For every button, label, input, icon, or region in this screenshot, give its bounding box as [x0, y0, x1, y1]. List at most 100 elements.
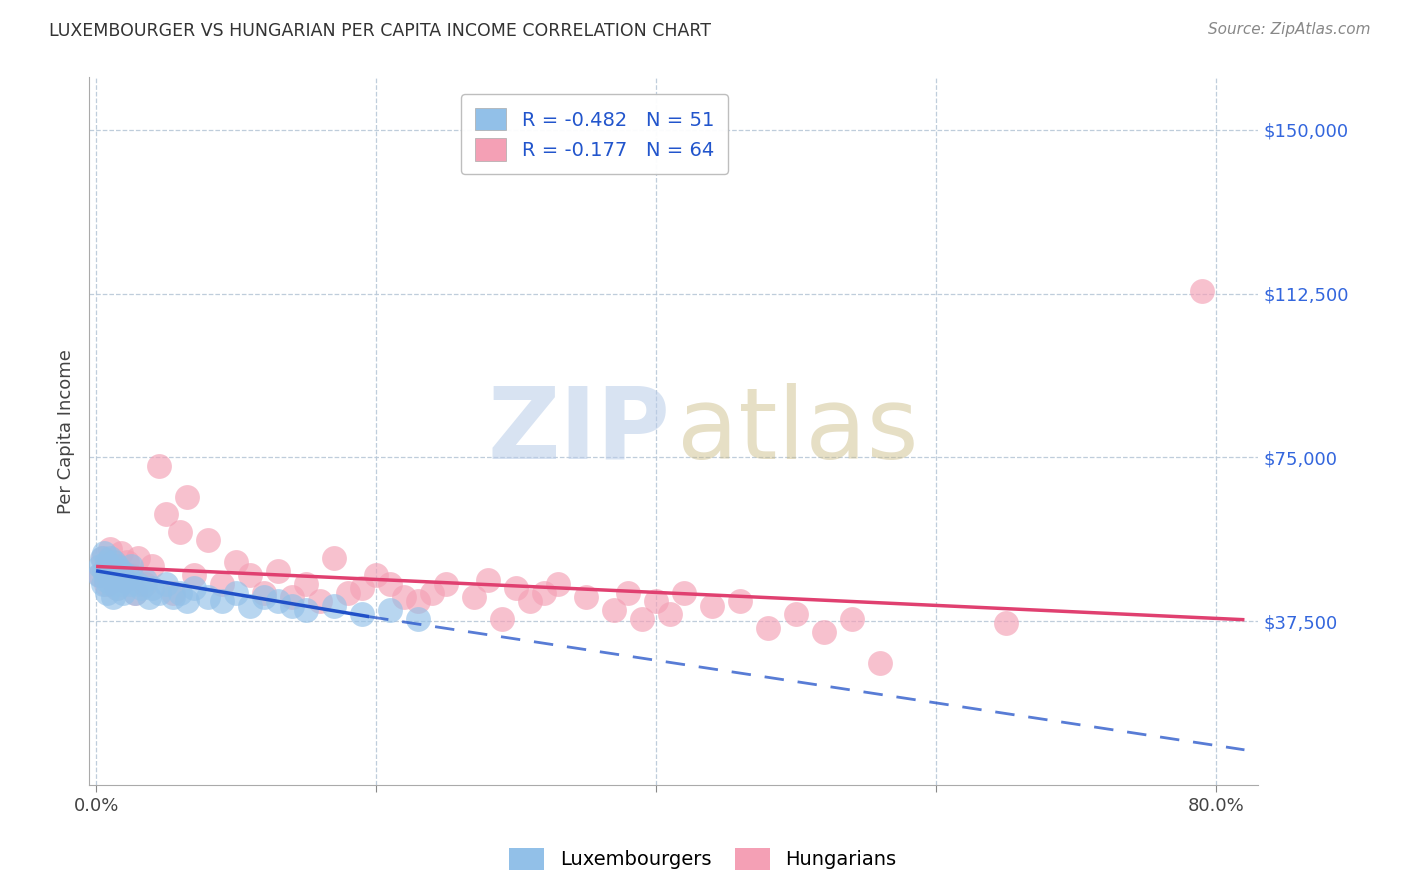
Point: [309, 594, 332, 608]
Point: [162, 590, 184, 604]
Point: [197, 590, 219, 604]
Point: [110, 546, 132, 560]
Point: [115, 568, 138, 582]
Point: [101, 573, 124, 587]
Point: [420, 585, 443, 599]
Point: [702, 599, 724, 613]
Point: [120, 568, 142, 582]
Point: [105, 582, 128, 596]
Point: [547, 577, 569, 591]
Point: [463, 590, 485, 604]
Point: [659, 607, 682, 622]
Point: [730, 594, 752, 608]
Point: [141, 559, 163, 574]
Point: [197, 533, 219, 548]
Text: LUXEMBOURGER VS HUNGARIAN PER CAPITA INCOME CORRELATION CHART: LUXEMBOURGER VS HUNGARIAN PER CAPITA INC…: [49, 22, 711, 40]
Point: [434, 577, 457, 591]
Point: [98, 550, 121, 565]
Point: [124, 585, 146, 599]
Point: [392, 590, 415, 604]
Point: [112, 573, 135, 587]
Point: [93, 546, 115, 560]
Point: [380, 603, 402, 617]
Point: [120, 559, 142, 574]
Point: [295, 603, 318, 617]
Point: [129, 582, 152, 596]
Point: [183, 568, 205, 582]
Point: [281, 590, 304, 604]
Point: [169, 585, 191, 599]
Point: [127, 577, 149, 591]
Point: [323, 550, 346, 565]
Point: [995, 616, 1018, 631]
Point: [785, 607, 807, 622]
Y-axis label: Per Capita Income: Per Capita Income: [58, 349, 75, 514]
Point: [105, 582, 128, 596]
Point: [477, 573, 499, 587]
Point: [323, 599, 346, 613]
Point: [94, 577, 117, 591]
Legend: R = -0.482   N = 51, R = -0.177   N = 64: R = -0.482 N = 51, R = -0.177 N = 64: [461, 95, 727, 174]
Text: atlas: atlas: [678, 383, 920, 480]
Point: [352, 607, 374, 622]
Point: [673, 585, 696, 599]
Point: [519, 594, 541, 608]
Point: [176, 490, 198, 504]
Point: [239, 599, 262, 613]
Point: [96, 585, 118, 599]
Point: [104, 573, 127, 587]
Point: [631, 612, 654, 626]
Point: [406, 594, 429, 608]
Point: [110, 564, 132, 578]
Point: [352, 582, 374, 596]
Point: [134, 577, 156, 591]
Point: [253, 590, 276, 604]
Point: [138, 590, 160, 604]
Point: [94, 573, 117, 587]
Point: [869, 656, 891, 670]
Point: [89, 559, 111, 574]
Point: [176, 594, 198, 608]
Point: [756, 621, 779, 635]
Point: [169, 524, 191, 539]
Point: [111, 585, 134, 599]
Point: [603, 603, 626, 617]
Point: [211, 577, 233, 591]
Legend: Luxembourgers, Hungarians: Luxembourgers, Hungarians: [502, 839, 904, 878]
Point: [105, 559, 128, 574]
Point: [406, 612, 429, 626]
Point: [841, 612, 863, 626]
Point: [813, 624, 835, 639]
Point: [96, 559, 118, 574]
Point: [103, 555, 125, 569]
Point: [155, 577, 177, 591]
Point: [107, 568, 129, 582]
Point: [148, 458, 170, 473]
Point: [127, 550, 149, 565]
Point: [253, 585, 276, 599]
Point: [505, 582, 527, 596]
Point: [134, 573, 156, 587]
Point: [101, 564, 124, 578]
Point: [89, 568, 111, 582]
Point: [337, 585, 360, 599]
Point: [225, 585, 247, 599]
Point: [148, 585, 170, 599]
Point: [267, 564, 290, 578]
Point: [91, 550, 114, 565]
Point: [97, 559, 120, 574]
Point: [380, 577, 402, 591]
Point: [108, 564, 131, 578]
Point: [533, 585, 555, 599]
Point: [108, 577, 131, 591]
Point: [295, 577, 318, 591]
Point: [211, 594, 233, 608]
Point: [91, 577, 114, 591]
Point: [141, 582, 163, 596]
Point: [100, 577, 122, 591]
Point: [366, 568, 388, 582]
Point: [617, 585, 640, 599]
Point: [98, 568, 121, 582]
Point: [239, 568, 262, 582]
Point: [93, 564, 115, 578]
